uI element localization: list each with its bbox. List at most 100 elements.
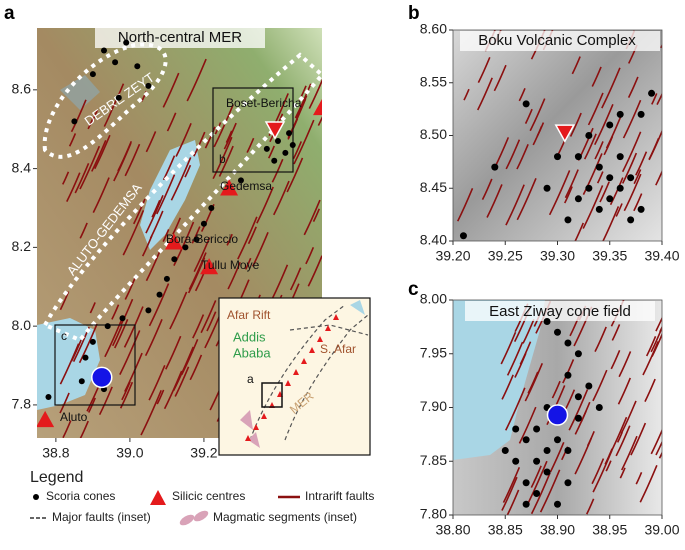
fault — [256, 186, 274, 224]
silicic-centre — [37, 410, 55, 428]
fault — [237, 216, 258, 260]
fault — [151, 199, 161, 218]
fault — [574, 222, 585, 241]
fault — [79, 222, 88, 239]
fault — [145, 131, 157, 153]
fault — [616, 431, 623, 443]
title-bg — [460, 31, 660, 51]
fault — [141, 235, 153, 257]
fault — [184, 164, 192, 178]
y-tick-label: 8.50 — [420, 126, 447, 142]
fault — [594, 141, 604, 160]
fault — [501, 374, 514, 400]
scoria-cone — [119, 315, 126, 322]
fault — [124, 143, 141, 177]
fault — [293, 119, 315, 165]
fault — [122, 210, 145, 256]
scoria-cone — [606, 195, 614, 203]
scoria-cone — [554, 500, 561, 508]
scoria-cone — [574, 393, 582, 401]
fault — [608, 416, 628, 457]
fault — [180, 338, 199, 376]
zone-outline — [42, 52, 322, 343]
scoria-cone — [574, 350, 582, 358]
fault — [587, 92, 604, 126]
scoria-cone — [585, 382, 593, 390]
scoria-cone — [271, 157, 278, 164]
fault — [163, 370, 183, 410]
fault — [94, 134, 111, 170]
fault — [639, 465, 658, 503]
fault — [303, 199, 321, 236]
fault — [522, 318, 535, 344]
fault — [89, 302, 96, 314]
legend-label: Intrarift faults — [305, 489, 374, 503]
panel-letter: c — [408, 279, 419, 300]
fault — [621, 152, 638, 184]
fault — [169, 291, 188, 330]
fault — [605, 116, 622, 149]
x-tick-label: 38.90 — [540, 522, 575, 538]
scoria-cone — [574, 153, 582, 161]
volcano — [60, 75, 100, 110]
fault — [187, 257, 206, 294]
fault — [596, 171, 604, 184]
fault — [618, 351, 632, 378]
fault — [227, 261, 241, 290]
fault — [524, 108, 533, 124]
fault — [79, 420, 89, 438]
fault — [145, 194, 164, 234]
fault — [623, 173, 642, 212]
fault — [165, 335, 182, 370]
fault — [615, 425, 631, 457]
fault — [251, 232, 269, 267]
scoria-cone — [89, 338, 96, 345]
fault — [172, 217, 182, 235]
fault — [192, 314, 205, 339]
lake — [453, 300, 545, 460]
scoria-cone — [522, 500, 530, 508]
centre-label: Boset-Bericha — [226, 96, 302, 110]
scoria-cone — [543, 318, 551, 325]
fault — [78, 323, 98, 364]
x-tick-label: 39.40 — [644, 248, 679, 264]
silicic-centre — [264, 121, 286, 140]
fault — [661, 332, 662, 335]
inset-triangle — [253, 424, 259, 430]
fault — [140, 389, 162, 436]
centre-label: Aluto — [60, 410, 88, 424]
scoria-cone — [585, 132, 593, 139]
fault — [91, 140, 107, 172]
legend-label: Magmatic segments (inset) — [213, 510, 357, 524]
x-tick-label: 39.30 — [540, 248, 575, 264]
scoria-cone — [564, 479, 572, 487]
extent-box — [212, 87, 294, 173]
panel-title: North-central MER — [118, 29, 242, 46]
centre-label: Bora-Bericcio — [166, 232, 238, 246]
inset-label: Afar Rift — [227, 308, 271, 322]
fault — [175, 122, 192, 157]
scoria-cone — [543, 184, 551, 192]
legend-symbol — [33, 494, 39, 500]
fault — [247, 226, 257, 245]
scoria-cone — [606, 121, 614, 129]
box-label: c — [61, 329, 67, 343]
fault — [564, 169, 579, 199]
highlight-site — [546, 404, 569, 426]
scoria-cone — [564, 339, 572, 347]
fault — [66, 172, 81, 202]
scoria-cone — [100, 47, 107, 54]
fault — [166, 112, 177, 132]
fault — [70, 339, 82, 362]
fault — [213, 104, 234, 148]
title-bg — [465, 301, 655, 321]
fault — [193, 237, 211, 273]
lake — [140, 140, 200, 250]
legend-label: Silicic centres — [172, 489, 245, 503]
fault — [645, 336, 657, 357]
legend-symbol — [193, 510, 209, 522]
y-tick-label: 8.00 — [420, 291, 447, 307]
inset-label: S. Afar — [320, 342, 356, 356]
fault — [87, 397, 96, 413]
fault — [519, 341, 532, 365]
